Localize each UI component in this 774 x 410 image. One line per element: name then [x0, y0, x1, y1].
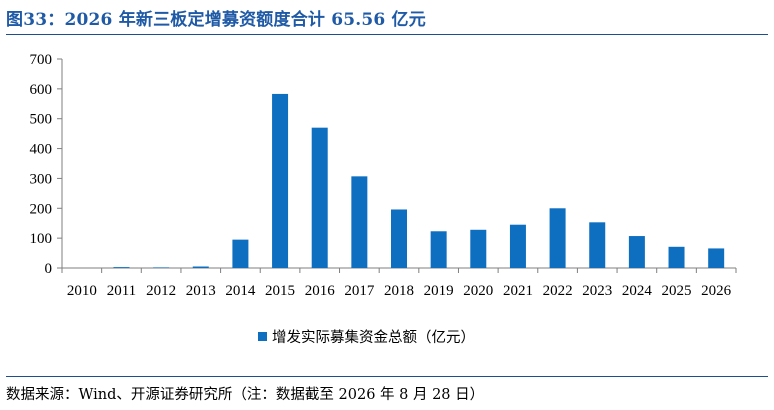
- bar-2023: [589, 222, 606, 268]
- bar-2020: [470, 229, 487, 268]
- bar-2011: [113, 267, 130, 268]
- bar-2016: [311, 127, 328, 269]
- x-tick-label: 2012: [146, 283, 176, 299]
- y-tick-label: 500: [30, 112, 53, 128]
- x-tick-label: 2019: [424, 283, 454, 299]
- bar-2018: [391, 209, 407, 268]
- x-tick-label: 2018: [384, 283, 414, 299]
- y-tick-label: 0: [45, 261, 53, 277]
- bar-series: [113, 93, 725, 269]
- bar-2015: [272, 93, 289, 268]
- bar-2012: [153, 267, 170, 268]
- x-tick-label: 2021: [503, 283, 533, 299]
- x-tick-label: 2013: [186, 283, 216, 299]
- footer-divider: [6, 376, 768, 377]
- legend-swatch: [258, 332, 267, 341]
- x-tick-label: 2011: [107, 283, 136, 299]
- x-tick-label: 2025: [662, 283, 692, 299]
- bar-2026: [708, 248, 725, 268]
- x-tick-label: 2015: [265, 283, 295, 299]
- x-tick-label: 2023: [582, 283, 612, 299]
- source-note: 数据来源：Wind、开源证券研究所（注：数据截至 2026 年 8 月 28 日…: [6, 387, 485, 403]
- x-tick-label: 2026: [701, 283, 732, 299]
- y-tick-label: 400: [30, 142, 53, 158]
- x-tick-label: 2020: [463, 283, 493, 299]
- bar-2017: [351, 176, 368, 268]
- bar-2021: [509, 224, 526, 268]
- page-title: 图33：2026 年新三板定增募资额度合计 65.56 亿元: [6, 10, 426, 30]
- bar-2024: [628, 236, 645, 268]
- bar-2025: [668, 246, 685, 268]
- x-tick-label: 2017: [344, 283, 375, 299]
- legend: 增发实际募集资金总额（亿元）: [258, 329, 475, 346]
- x-tick-label: 2022: [543, 283, 573, 299]
- bar-2022: [549, 208, 566, 268]
- y-tick-label: 200: [30, 201, 53, 217]
- bar-2019: [430, 231, 447, 268]
- bar-2013: [192, 266, 209, 268]
- x-tick-label: 2016: [305, 283, 336, 299]
- y-axis-ticks: 0 100 200 300 400 500 600 700: [30, 52, 62, 277]
- y-tick-label: 700: [30, 52, 53, 68]
- y-tick-label: 600: [30, 82, 53, 98]
- legend-label: 增发实际募集资金总额（亿元）: [272, 329, 475, 346]
- y-tick-label: 100: [30, 231, 53, 247]
- x-tick-label: 2014: [225, 283, 256, 299]
- bar-2014: [232, 239, 249, 268]
- x-axis-ticks: 2010 2011 2012 2013 2014 2015 2016 2017 2018 2019…: [61, 268, 737, 299]
- y-tick-label: 300: [30, 171, 53, 187]
- x-tick-label: 2024: [622, 283, 653, 299]
- title-divider: [6, 34, 768, 35]
- x-tick-label: 2010: [67, 283, 97, 299]
